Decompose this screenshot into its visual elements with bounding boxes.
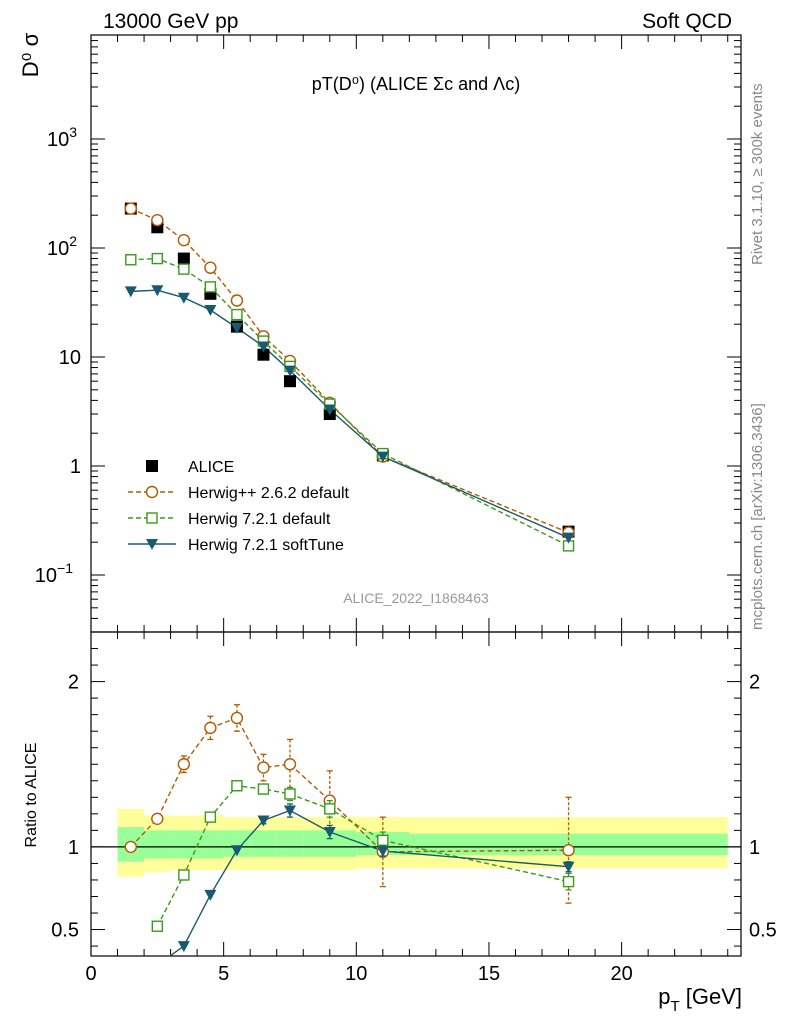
- ratio-point-herwig-7-2-1-softtune: [323, 827, 336, 839]
- y-tick-label: 103: [47, 124, 77, 151]
- x-tick-label: 20: [610, 963, 632, 985]
- point-alice: [283, 375, 296, 388]
- stat-uncertainty-band: [197, 830, 224, 859]
- y-tick-label: 102: [47, 233, 77, 260]
- header-left: 13000 GeV pp: [103, 10, 238, 33]
- ratio-point-herwig-2-6-2-default: [562, 844, 575, 857]
- watermark: ALICE_2022_I1868463: [343, 590, 489, 606]
- x-tick-label: 0: [85, 963, 96, 985]
- point-herwig-7-2-1-softtune: [124, 286, 137, 298]
- point-herwig-2-6-2-default: [177, 233, 191, 247]
- stat-uncertainty-band: [250, 830, 277, 857]
- upper-panel: 10−1 1 10 102 103 pT(D⁰) (ALICE Σc and Λc) D…: [18, 32, 742, 633]
- point-herwig-7-2-1-default: [178, 263, 190, 275]
- point-herwig-7-2-1-default: [151, 252, 164, 265]
- ratio-point-herwig-7-2-1-default: [231, 780, 243, 792]
- ratio-point-herwig-7-2-1-softtune: [562, 861, 575, 873]
- ratio-y-tick-label: 1: [68, 837, 79, 859]
- legend-marker: [146, 512, 158, 524]
- ratio-point-herwig-2-6-2-default: [283, 758, 297, 771]
- point-herwig-7-2-1-softtune: [283, 365, 296, 377]
- legend-marker: [146, 460, 158, 472]
- ratio-point-herwig-2-6-2-default: [177, 758, 191, 771]
- mcplots-label: mcplots.cern.ch [arXiv:1306.3436]: [749, 403, 766, 630]
- legend-label: ALICE: [188, 459, 234, 476]
- series-line-herwig-7-2-1-default: [130, 257, 569, 547]
- x-axis-label: pT [GeV]: [658, 984, 742, 1015]
- ratio-point-herwig-7-2-1-softtune: [177, 941, 190, 953]
- point-herwig-7-2-1-default: [204, 281, 217, 293]
- point-herwig-7-2-1-softtune: [323, 404, 336, 416]
- point-herwig-7-2-1-softtune: [376, 451, 389, 463]
- rivet-label: Rivet 3.1.10, ≥ 300k events: [749, 83, 766, 265]
- ratio-point-herwig-2-6-2-default: [257, 761, 270, 774]
- ratio-ylabel: Ratio to ALICE: [23, 743, 40, 848]
- point-herwig-2-6-2-default: [204, 261, 217, 274]
- ratio-point-herwig-7-2-1-default: [204, 811, 217, 823]
- ratio-y-tick-label-right: 2: [749, 672, 760, 694]
- point-herwig-2-6-2-default: [230, 294, 244, 307]
- upper-ylabel: D⁰ σ: [18, 32, 43, 77]
- chart-title: pT(D⁰) (ALICE Σc and Λc): [312, 74, 520, 94]
- ratio-point-herwig-7-2-1-softtune: [283, 805, 296, 817]
- ratio-point-herwig-7-2-1-default: [377, 834, 389, 846]
- legend-label: Herwig++ 2.6.2 default: [188, 485, 350, 502]
- ratio-point-herwig-7-2-1-softtune: [230, 845, 243, 857]
- y-tick-label: 10: [59, 347, 81, 369]
- header-right: Soft QCD: [642, 10, 732, 33]
- ratio-point-herwig-7-2-1-default: [324, 803, 336, 815]
- ratio-panel: 0.5 0.51 12 20 5 10 15 20 Ratio to ALICE pT [Ge…: [23, 631, 777, 1015]
- point-herwig-7-2-1-default: [125, 254, 137, 266]
- point-herwig-2-6-2-default: [151, 213, 164, 227]
- legend: ALICE Herwig++ 2.6.2 default Herwig 7.2.1 …: [128, 459, 350, 554]
- point-herwig-7-2-1-softtune: [177, 292, 190, 304]
- ratio-y-tick-label-right: 0.5: [749, 920, 777, 942]
- ratio-point-herwig-2-6-2-default: [204, 721, 217, 735]
- x-tick-label: 15: [478, 963, 500, 985]
- legend-marker: [145, 485, 159, 499]
- lower-frame: [90, 631, 742, 957]
- point-herwig-7-2-1-softtune: [257, 341, 270, 353]
- ratio-line-herwig-7-2-1-default: [156, 784, 569, 927]
- ratio-point-herwig-7-2-1-default: [178, 869, 190, 881]
- ratio-point-herwig-7-2-1-softtune: [125, 979, 137, 990]
- ratio-point-herwig-2-6-2-default: [151, 812, 164, 825]
- point-herwig-2-6-2-default: [124, 202, 137, 215]
- series-line-herwig-2-6-2-default: [130, 207, 569, 534]
- y-tick-label: 1: [70, 456, 81, 478]
- ratio-point-herwig-7-2-1-default: [562, 875, 575, 888]
- legend-label: Herwig 7.2.1 default: [188, 511, 331, 528]
- x-tick-label: 10: [345, 963, 367, 985]
- legend-marker: [146, 539, 158, 550]
- ratio-point-herwig-7-2-1-softtune: [257, 815, 270, 827]
- point-herwig-7-2-1-softtune: [204, 304, 217, 316]
- y-tick-label: 10−1: [35, 560, 73, 587]
- ratio-y-tick-label: 0.5: [51, 920, 79, 942]
- ratio-point-herwig-7-2-1-default: [257, 783, 270, 795]
- stat-uncertainty-band: [170, 830, 198, 859]
- stat-uncertainty-band: [144, 830, 171, 859]
- ratio-y-tick-label-right: 1: [749, 837, 760, 859]
- ratio-point-herwig-7-2-1-softtune: [204, 889, 217, 901]
- point-herwig-7-2-1-softtune: [230, 322, 243, 334]
- ratio-y-tick-label: 2: [68, 672, 79, 694]
- point-herwig-7-2-1-softtune: [562, 532, 575, 544]
- point-alice: [257, 348, 270, 361]
- stat-uncertainty-band: [276, 830, 304, 857]
- ratio-point-herwig-7-2-1-softtune: [376, 846, 389, 858]
- point-herwig-7-2-1-default: [231, 308, 243, 321]
- ratio-point-herwig-7-2-1-default: [284, 788, 296, 800]
- ratio-point-herwig-2-6-2-default: [124, 840, 137, 854]
- x-tick-label: 5: [218, 963, 229, 985]
- legend-label: Herwig 7.2.1 softTune: [188, 537, 344, 554]
- point-herwig-7-2-1-softtune: [151, 285, 164, 297]
- ratio-line-herwig-2-6-2-default: [130, 717, 569, 853]
- series-line-herwig-7-2-1-softtune: [130, 289, 569, 539]
- ratio-point-herwig-7-2-1-default: [151, 920, 164, 932]
- point-alice: [177, 252, 190, 265]
- ratio-point-herwig-2-6-2-default: [230, 711, 244, 725]
